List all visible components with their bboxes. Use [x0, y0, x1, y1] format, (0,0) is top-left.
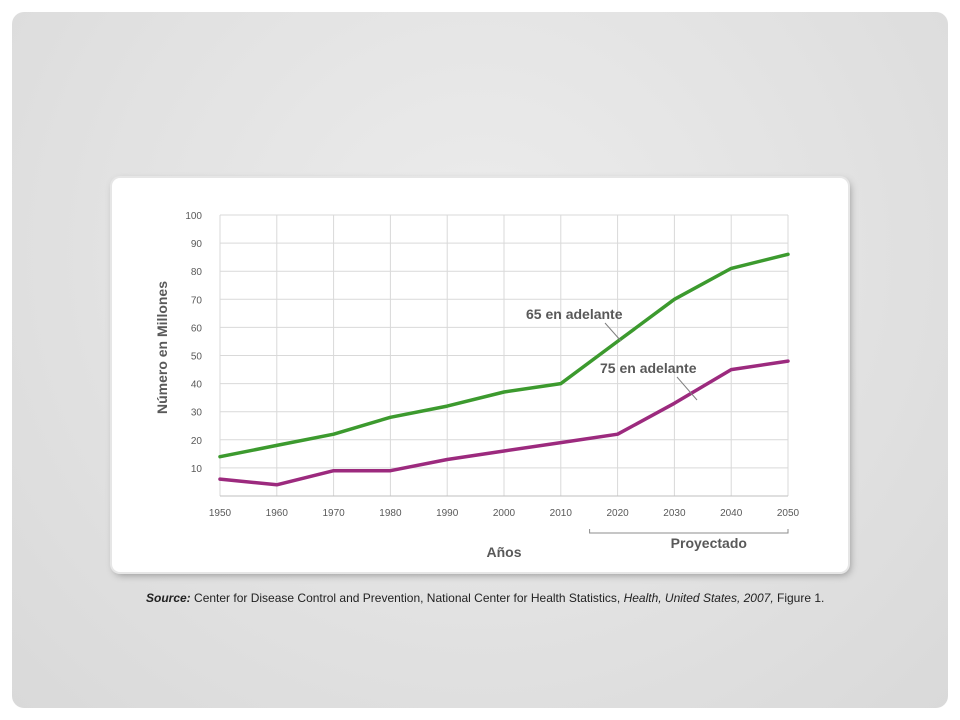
x-tick-label: 2040 — [720, 508, 743, 519]
projected-bracket — [589, 529, 789, 534]
y-tick-label: 80 — [191, 267, 203, 278]
chart-card: 100 90 80 70 60 50 40 30 20 10 1950 1960 1970 1980 199… — [112, 178, 848, 572]
projected-label: Proyectado — [671, 535, 747, 551]
y-tick-label: 100 — [185, 211, 202, 222]
y-tick-label: 70 — [191, 295, 203, 306]
x-tick-label: 1970 — [322, 508, 345, 519]
x-axis-title: Años — [487, 544, 522, 560]
x-tick-label: 1950 — [209, 508, 232, 519]
source-text: Center for Disease Control and Preventio… — [190, 591, 624, 605]
source-label: Source: — [146, 591, 191, 605]
y-tick-label: 10 — [191, 464, 203, 475]
series-line-green — [218, 252, 790, 459]
leader-line — [676, 376, 698, 401]
source-citation: Source: Center for Disease Control and P… — [146, 591, 906, 605]
y-tick-label: 30 — [191, 408, 203, 419]
y-tick-label: 60 — [191, 323, 203, 334]
x-tick-label: 2010 — [550, 508, 573, 519]
source-publication: Health, United States, 2007, — [623, 591, 774, 605]
y-axis-title: Número en Millones — [154, 281, 170, 414]
x-tick-label: 2050 — [777, 508, 800, 519]
source-figure: Figure 1. — [773, 591, 825, 605]
y-tick-label: 50 — [191, 352, 203, 363]
x-tick-label: 2030 — [663, 508, 686, 519]
y-tick-label: 20 — [191, 436, 203, 447]
x-tick-label: 2020 — [606, 508, 629, 519]
y-tick-label: 90 — [191, 239, 203, 250]
series-line-purple — [218, 359, 790, 487]
series-label: 75 en adelante — [600, 360, 697, 376]
x-tick-label: 1960 — [266, 508, 289, 519]
leader-line — [604, 322, 622, 342]
x-tick-label: 1990 — [436, 508, 459, 519]
y-tick-label: 40 — [191, 380, 203, 391]
x-tick-label: 2000 — [493, 508, 516, 519]
series-label: 65 en adelante — [526, 306, 623, 322]
x-tick-label: 1980 — [379, 508, 402, 519]
